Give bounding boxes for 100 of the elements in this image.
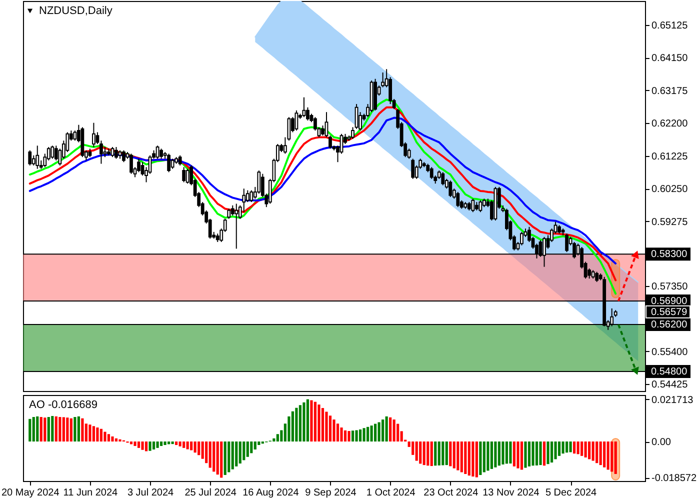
bar <box>482 442 486 472</box>
bar <box>201 442 204 459</box>
bar <box>328 416 332 442</box>
x-tick-label: 23 Oct 2024 <box>424 488 479 498</box>
bar <box>92 426 96 442</box>
bar <box>220 442 223 478</box>
x-tick-label: 5 Dec 2024 <box>545 488 598 498</box>
bar <box>141 442 144 450</box>
y-tick-label: 0.57350 <box>652 281 688 292</box>
bar <box>596 442 598 464</box>
bar <box>378 422 380 442</box>
bar <box>588 442 591 460</box>
bar <box>291 411 294 442</box>
bar <box>74 416 76 442</box>
bar <box>430 442 433 466</box>
candlestick <box>250 190 254 203</box>
candlestick <box>411 158 415 180</box>
candlestick <box>321 125 324 136</box>
bar <box>479 442 482 475</box>
bar <box>505 442 508 464</box>
y-tick-label: 0.54425 <box>652 380 688 391</box>
candlestick <box>110 146 114 158</box>
candlestick <box>178 154 182 166</box>
bar <box>355 430 358 442</box>
candlestick <box>92 122 96 148</box>
bar <box>456 442 460 470</box>
bar <box>490 442 493 469</box>
bar <box>314 402 317 442</box>
bar <box>535 442 538 466</box>
y-tick-label: 0.60250 <box>652 184 688 196</box>
bar <box>310 400 313 442</box>
bar <box>216 442 219 475</box>
bar <box>532 442 534 466</box>
bar <box>198 442 200 456</box>
bar <box>520 442 524 470</box>
bar <box>502 442 504 464</box>
ref-line-label: 0.56900 <box>651 296 688 308</box>
bar <box>415 442 418 461</box>
candlestick <box>167 153 170 173</box>
candlestick <box>302 96 306 118</box>
bar <box>28 418 32 442</box>
bar <box>246 442 249 457</box>
candlestick <box>50 145 54 160</box>
bar <box>302 402 306 442</box>
bar <box>528 442 531 466</box>
bar <box>475 442 478 478</box>
bar <box>276 434 279 442</box>
candlestick <box>234 203 238 250</box>
ref-line-label: 0.56200 <box>651 320 688 331</box>
bar <box>392 420 396 442</box>
bar <box>426 442 430 466</box>
bar <box>449 442 452 466</box>
bar <box>40 416 42 442</box>
bar <box>44 418 46 442</box>
bar <box>419 442 422 464</box>
bar <box>509 442 512 464</box>
bar <box>460 442 463 472</box>
bar <box>178 442 182 446</box>
ref-line-label: 0.54800 <box>651 366 688 378</box>
bar <box>562 442 564 454</box>
bar <box>228 442 230 472</box>
bar <box>569 442 572 452</box>
bar <box>336 424 340 442</box>
candlestick <box>137 158 140 173</box>
x-tick-label: 16 Aug 2024 <box>242 488 300 498</box>
bar <box>51 416 54 442</box>
bar <box>603 442 606 468</box>
bar <box>539 442 542 466</box>
candlestick <box>36 145 40 170</box>
bar <box>389 417 392 442</box>
bar <box>452 442 456 468</box>
bar <box>512 442 516 466</box>
bar <box>32 416 35 442</box>
bar <box>295 408 298 442</box>
bar <box>580 442 584 456</box>
x-tick-label: 20 May 2024 <box>1 488 60 498</box>
bar <box>164 442 166 446</box>
bar <box>100 428 103 442</box>
bar <box>190 442 193 450</box>
y-tick-label: 0.62200 <box>652 118 688 130</box>
y-tick-label: 0.55400 <box>652 346 688 358</box>
candlestick <box>140 162 144 176</box>
bar <box>160 442 163 446</box>
bar <box>152 442 156 450</box>
candlestick <box>156 145 160 160</box>
bar <box>366 426 370 442</box>
bar <box>442 442 444 466</box>
bar <box>584 442 587 458</box>
bar <box>382 420 384 442</box>
bar <box>306 399 310 442</box>
candlestick <box>170 158 174 170</box>
bar <box>468 442 470 476</box>
candlestick <box>430 166 434 180</box>
bar <box>599 442 602 466</box>
bar <box>47 416 50 442</box>
bar <box>77 416 80 442</box>
bar <box>486 442 490 471</box>
chart-title: NZDUSD,Daily <box>39 5 113 17</box>
bar <box>546 442 550 464</box>
y-tick-label: 0.65125 <box>652 20 688 32</box>
